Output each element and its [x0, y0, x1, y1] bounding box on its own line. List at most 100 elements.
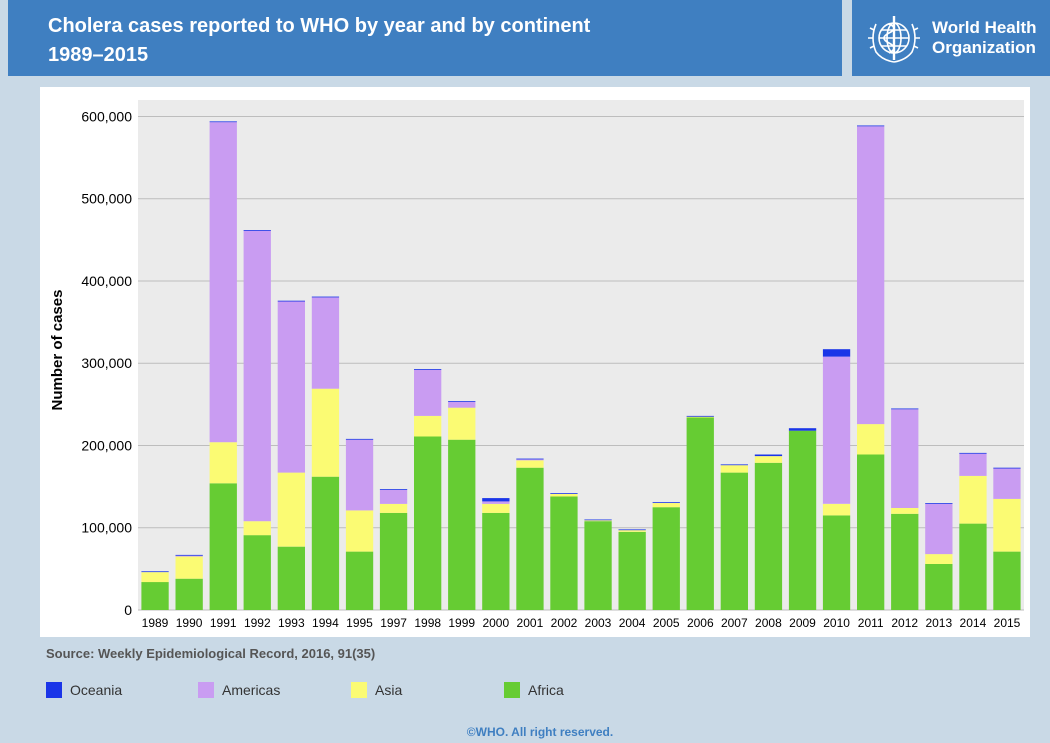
x-tick-label: 2010	[823, 616, 850, 630]
bars	[141, 121, 1021, 610]
bar-segment-americas-1993	[277, 301, 305, 473]
bar-segment-oceania-1998	[414, 369, 442, 370]
bar-segment-asia-2001	[516, 460, 544, 468]
logo-line-1: World Health	[932, 18, 1037, 37]
bar-segment-asia-1995	[345, 510, 374, 552]
bar-segment-oceania-2005	[652, 502, 680, 503]
bar-segment-asia-2012	[891, 508, 919, 514]
copyright-note: ©WHO. All right reserved.	[466, 725, 614, 739]
y-tick-label: 0	[124, 602, 132, 618]
x-tick-label: 2000	[482, 616, 509, 630]
bar-segment-americas-1998	[414, 369, 442, 416]
bar-segment-oceania-2009	[788, 428, 817, 431]
bar-segment-oceania-1993	[277, 300, 305, 302]
bar-segment-africa-2006	[686, 417, 714, 610]
bar-segment-oceania-2012	[891, 408, 919, 410]
title-bar: Cholera cases reported to WHO by year an…	[8, 0, 842, 76]
bar-segment-oceania-1991	[209, 121, 237, 123]
bar-segment-africa-2004	[618, 531, 646, 610]
x-tick-label: 1994	[312, 616, 339, 630]
x-tick-label: 2006	[687, 616, 714, 630]
bar-segment-asia-2007	[720, 465, 748, 473]
bar-segment-americas-2012	[891, 409, 919, 508]
bar-segment-oceania-2010	[822, 349, 851, 357]
bar-segment-americas-2015	[993, 468, 1021, 499]
bar-segment-asia-1992	[243, 521, 271, 536]
x-tick-label: 2003	[585, 616, 612, 630]
legend-swatch	[198, 682, 214, 698]
who-logo-text: World Health Organization	[932, 18, 1037, 58]
bar-segment-oceania-1995	[345, 438, 374, 440]
bar-segment-asia-2000	[482, 503, 510, 513]
legend-label: Africa	[528, 682, 564, 698]
bar-segment-africa-2015	[993, 551, 1021, 610]
bar-segment-africa-2009	[788, 430, 817, 610]
who-emblem-icon	[868, 16, 920, 63]
bar-segment-asia-2010	[822, 503, 851, 516]
stacked-bar-chart: 0 100,000 200,000 300,000 400,000 500,000 600,…	[40, 87, 1030, 637]
legend-label: Asia	[375, 682, 403, 698]
bar-segment-americas-1991	[209, 122, 237, 443]
bar-segment-asia-2006	[686, 416, 714, 418]
bar-segment-africa-2000	[482, 512, 510, 610]
x-tick-label: 1995	[346, 616, 373, 630]
bar-segment-africa-1999	[448, 439, 476, 610]
bar-segment-asia-1989	[141, 572, 169, 583]
legend-label: Americas	[222, 682, 281, 698]
bar-segment-americas-1997	[379, 489, 408, 504]
x-tick-label: 1990	[176, 616, 203, 630]
bar-segment-asia-1999	[448, 407, 476, 440]
who-logo: World Health Organization	[852, 0, 1050, 76]
bar-segment-africa-2003	[584, 521, 612, 610]
bar-segment-africa-1990	[175, 578, 203, 610]
bar-segment-africa-2008	[754, 462, 783, 610]
legend-item-asia: Asia	[351, 680, 402, 700]
legend-item-oceania: Oceania	[46, 680, 122, 700]
x-tick-label: 2015	[994, 616, 1021, 630]
bar-segment-oceania-2000	[482, 498, 510, 502]
y-tick-label: 100,000	[81, 520, 132, 536]
bar-segment-africa-2011	[857, 454, 885, 610]
bar-segment-oceania-2008	[754, 454, 783, 457]
bar-segment-africa-2007	[720, 472, 748, 610]
bar-segment-asia-2011	[857, 424, 885, 455]
bar-segment-americas-2013	[925, 503, 953, 555]
bar-segment-oceania-2001	[516, 458, 544, 460]
x-tick-label: 2014	[960, 616, 987, 630]
bar-segment-africa-1989	[141, 582, 169, 610]
bar-segment-oceania-2013	[925, 503, 953, 504]
legend-swatch	[504, 682, 520, 698]
bar-segment-asia-1998	[414, 415, 442, 437]
y-tick-labels: 0 100,000 200,000 300,000 400,000 500,000 600,…	[81, 108, 132, 618]
bar-segment-africa-1992	[243, 535, 271, 610]
x-tick-label: 1993	[278, 616, 305, 630]
bar-segment-americas-1992	[243, 230, 271, 522]
bar-segment-americas-2011	[857, 126, 885, 425]
legend-swatch	[46, 682, 62, 698]
bar-segment-africa-2001	[516, 467, 544, 610]
bar-segment-asia-2013	[925, 554, 953, 564]
x-tick-label: 2009	[789, 616, 816, 630]
title-line-1: Cholera cases reported to WHO by year an…	[48, 15, 591, 37]
y-tick-label: 600,000	[81, 108, 132, 124]
x-tick-label: 2002	[551, 616, 578, 630]
logo-line-2: Organization	[932, 38, 1036, 57]
bar-segment-oceania-1990	[175, 554, 203, 556]
y-tick-label: 200,000	[81, 437, 132, 453]
y-tick-label: 500,000	[81, 191, 132, 207]
legend: Oceania Americas Asia Africa	[46, 680, 746, 700]
legend-item-africa: Africa	[504, 680, 564, 700]
legend-swatch	[351, 682, 367, 698]
bar-segment-oceania-2002	[550, 493, 578, 494]
bar-segment-oceania-1989	[141, 571, 169, 573]
x-tick-label: 1992	[244, 616, 271, 630]
bar-segment-africa-2005	[652, 507, 680, 610]
bar-segment-asia-2005	[652, 503, 680, 508]
bar-segment-asia-1997	[379, 503, 408, 513]
bar-segment-americas-1999	[448, 401, 476, 408]
bar-segment-africa-2014	[959, 523, 987, 610]
bar-segment-africa-1991	[209, 483, 237, 610]
bar-segment-africa-2013	[925, 563, 953, 610]
bar-segment-asia-1994	[311, 388, 340, 477]
